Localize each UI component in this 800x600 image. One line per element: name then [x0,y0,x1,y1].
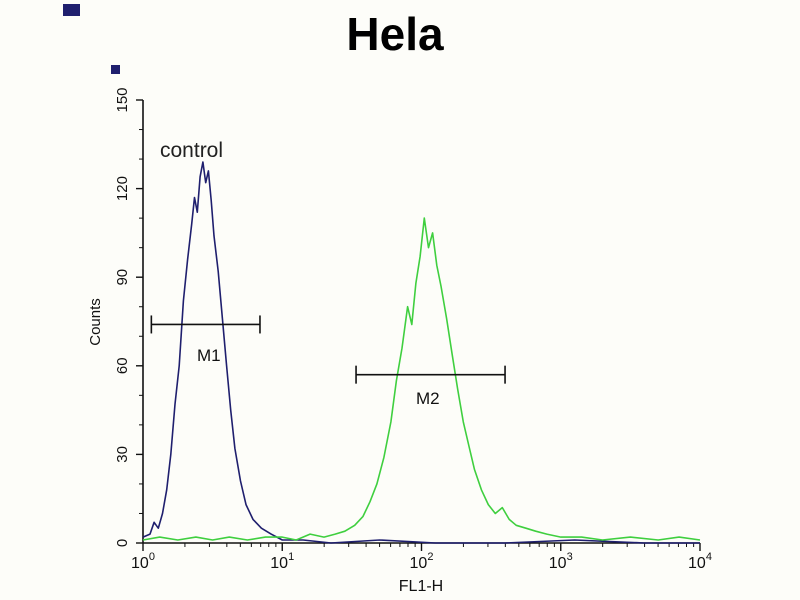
x-tick-label: 102 [410,551,434,572]
y-axis-label: Counts [87,298,104,346]
y-tick-label: 60 [114,357,131,374]
sample-curve [142,217,701,541]
x-axis-label: FL1-H [399,578,443,595]
chart-generated-layer: 0 30 60 90 120 150 100 101 102 103 104 [114,87,712,572]
m2-gate-label: M2 [416,389,440,408]
x-tick-label: 104 [688,551,712,572]
m1-gate-label: M1 [197,346,221,365]
y-tick-label: 150 [114,87,131,112]
y-tick-label: 120 [114,176,131,201]
chart-title: Hela [346,8,444,60]
y-tick-label: 30 [114,446,131,463]
x-tick-label: 100 [131,551,155,572]
control-curve [142,161,700,544]
y-tick-label: 0 [114,539,131,547]
corner-mark-2 [111,65,120,74]
y-tick-label: 90 [114,269,131,286]
x-tick-label: 101 [270,551,294,572]
x-tick-label: 103 [549,551,573,572]
control-annotation: control [160,139,223,162]
corner-mark-1 [63,4,80,16]
